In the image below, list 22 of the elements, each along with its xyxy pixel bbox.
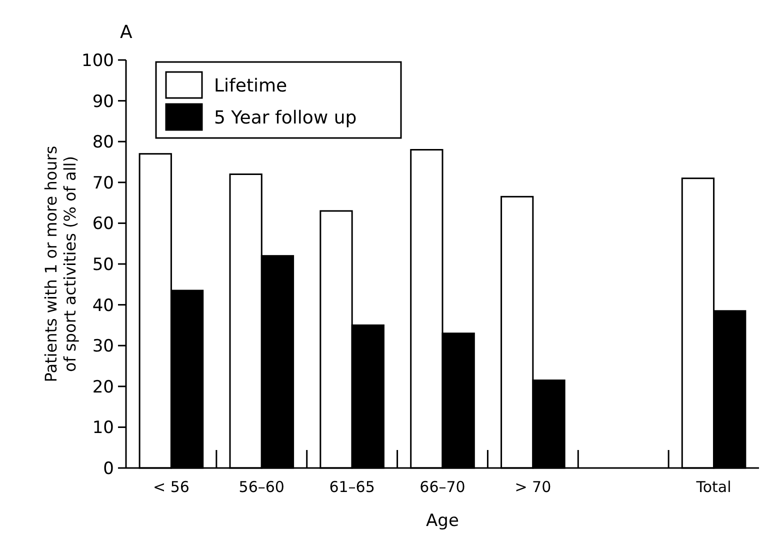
chart-title: A xyxy=(120,22,133,43)
y-tick-label: 30 xyxy=(92,336,114,357)
y-tick-label: 100 xyxy=(82,50,114,71)
y-tick-label: 50 xyxy=(92,254,114,275)
x-tick-label: Total xyxy=(695,478,732,496)
legend-label: Lifetime xyxy=(214,75,288,96)
y-tick-label: 70 xyxy=(92,173,114,194)
x-axis-title: Age xyxy=(426,511,459,531)
y-tick-label: 40 xyxy=(92,296,114,316)
y-tick-label: 20 xyxy=(92,377,114,398)
x-tick-label: < 56 xyxy=(152,478,190,496)
y-tick-label: 0 xyxy=(103,458,114,479)
y-tick-label: 60 xyxy=(92,214,114,234)
x-tick-label: 66–70 xyxy=(420,478,466,496)
y-tick-label: 90 xyxy=(92,92,114,112)
y-tick-label: 10 xyxy=(92,418,114,438)
y-axis-title: Patients with 1 or more hours of sport activities (% of all) xyxy=(41,146,80,382)
y-tick-label: 80 xyxy=(92,132,114,153)
x-tick-label: 61–65 xyxy=(329,478,375,496)
x-tick-label: > 70 xyxy=(514,478,552,496)
x-tick-label: 56–60 xyxy=(238,478,284,496)
legend-label: 5 Year follow up xyxy=(214,107,357,128)
